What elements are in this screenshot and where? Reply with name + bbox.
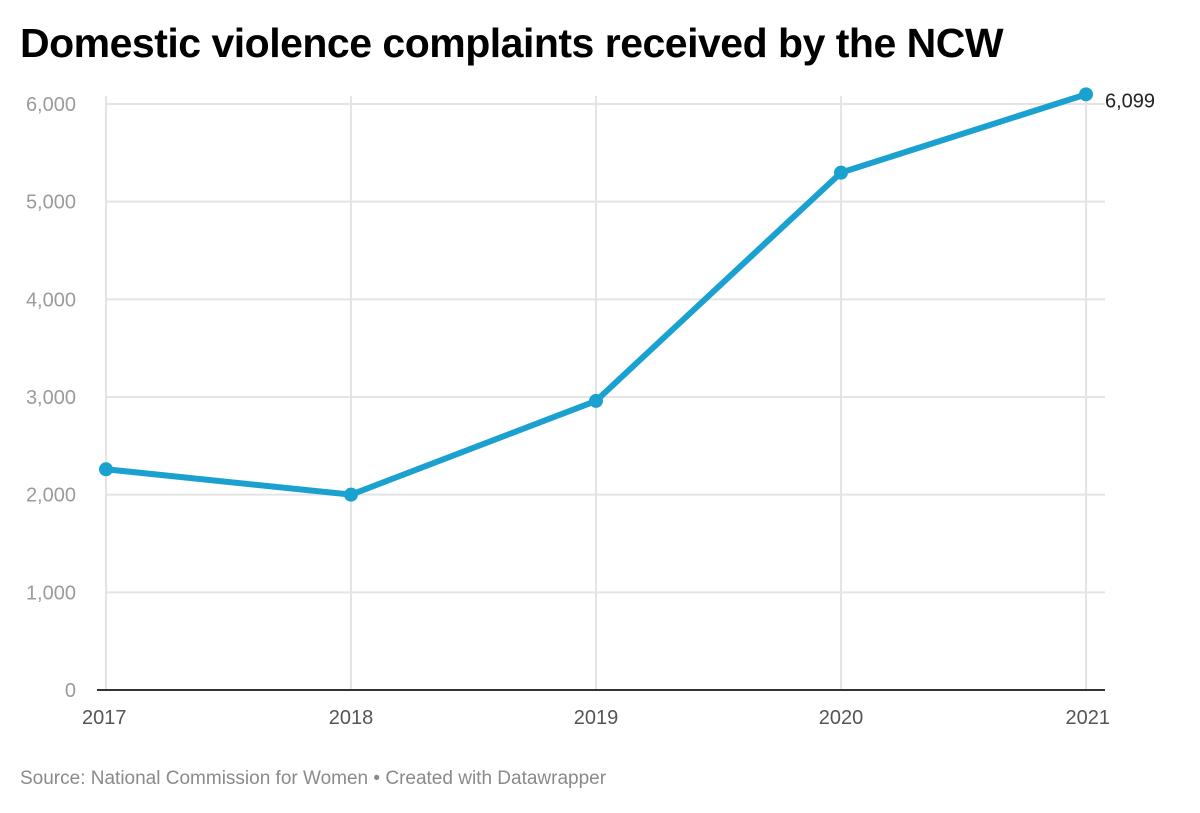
credit-text: Created with Datawrapper: [385, 768, 607, 789]
gridlines: [97, 96, 1105, 691]
y-tick-label: 6,000: [26, 94, 76, 116]
value-label: 6,099: [1105, 90, 1155, 112]
x-axis-labels: 2017 2018 2019 2020 2021: [82, 707, 1110, 729]
y-axis-labels: 0 1,000 2,000 3,000 4,000 5,000 6,000: [26, 94, 76, 702]
x-tick-label: 2021: [1066, 707, 1111, 729]
y-tick-label: 3,000: [26, 387, 76, 409]
y-tick-label: 4,000: [26, 289, 76, 311]
x-tick-label: 2018: [329, 707, 374, 729]
footer-separator: •: [373, 768, 381, 789]
y-tick-label: 0: [65, 680, 76, 702]
data-point: [99, 462, 113, 477]
y-tick-label: 5,000: [26, 192, 76, 214]
source-text: Source: National Commission for Women: [20, 768, 369, 789]
chart-title: Domestic violence complaints received by…: [20, 20, 1004, 66]
x-tick-label: 2020: [819, 707, 864, 729]
y-tick-label: 2,000: [26, 485, 76, 507]
y-tick-label: 1,000: [26, 582, 76, 604]
data-points: [99, 87, 1093, 502]
data-point: [1079, 87, 1093, 102]
data-point: [834, 165, 848, 180]
source-footer: Source: National Commission for Women • …: [20, 768, 606, 790]
x-tick-label: 2017: [82, 707, 127, 729]
annotations: 6,099: [1105, 90, 1155, 112]
x-tick-label: 2019: [574, 707, 619, 729]
data-point: [589, 393, 603, 408]
data-point: [344, 487, 358, 502]
line-chart: 0 1,000 2,000 3,000 4,000 5,000 6,000 2017 2018…: [26, 87, 1155, 729]
